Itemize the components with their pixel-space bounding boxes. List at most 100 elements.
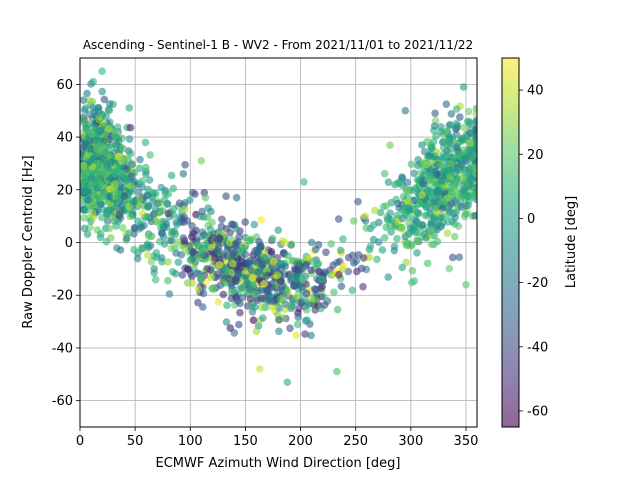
scatter-point (80, 96, 88, 104)
scatter-point (472, 170, 477, 178)
scatter-point (243, 278, 251, 287)
scatter-point (179, 170, 188, 178)
scatter-point (197, 157, 206, 165)
scatter-point (362, 224, 371, 232)
scatter-point (203, 213, 212, 222)
scatter-point (199, 303, 207, 311)
y-axis-label: Raw Doppler Centroid [Hz] (21, 155, 36, 328)
scatter-point (398, 263, 407, 272)
scatter-point (462, 180, 471, 188)
scatter-point (138, 177, 147, 185)
scatter-point (225, 275, 233, 283)
scatter-point (183, 279, 192, 287)
scatter-point (413, 176, 422, 184)
scatter-point (80, 206, 88, 214)
scatter-point (470, 184, 477, 192)
scatter-point (277, 264, 286, 273)
scatter-point (88, 155, 97, 163)
scatter-point (200, 244, 209, 253)
scatter-point (289, 299, 297, 307)
scatter-point (359, 282, 367, 291)
scatter-point (91, 180, 100, 188)
scatter-point (261, 273, 270, 281)
scatter-point (443, 211, 452, 220)
scatter-point (80, 214, 88, 222)
scatter-point (87, 174, 96, 182)
scatter-point (157, 253, 166, 262)
scatter-point (116, 246, 125, 254)
scatter-point (472, 155, 477, 163)
scatter-point (320, 301, 329, 309)
scatter-point (307, 294, 316, 303)
scatter-point (460, 123, 468, 132)
scatter-point (100, 95, 109, 104)
scatter-point (387, 228, 395, 236)
scatter-point (408, 241, 416, 249)
scatter-point (80, 164, 88, 173)
scatter-point (448, 253, 457, 262)
scatter-point (293, 320, 302, 329)
scatter-point (423, 202, 431, 211)
scatter-point (337, 282, 346, 291)
scatter-point (111, 170, 120, 178)
scatter-point (349, 217, 358, 225)
scatter-point (150, 269, 158, 277)
x-tick-label: 150 (233, 434, 258, 449)
scatter-point (437, 128, 446, 136)
scatter-point (418, 141, 426, 149)
scatter-point (307, 238, 316, 247)
scatter-point (457, 203, 466, 211)
scatter-point (439, 137, 448, 146)
scatter-point (103, 207, 111, 215)
scatter-point (98, 67, 106, 75)
scatter-point (178, 271, 187, 279)
scatter-point (218, 215, 226, 224)
scatter-point (184, 265, 192, 274)
scatter-point (186, 196, 194, 204)
scatter-point (142, 163, 150, 172)
scatter-point (472, 124, 477, 133)
scatter-point (80, 187, 88, 196)
scatter-point (438, 204, 447, 212)
scatter-point (177, 251, 186, 259)
scatter-point (245, 237, 254, 245)
colorbar-tick-label: -40 (527, 340, 548, 355)
scatter-point (443, 195, 451, 203)
scatter-point (456, 197, 465, 205)
scatter-point (330, 288, 338, 297)
scatter-point (167, 171, 176, 180)
scatter-point (254, 268, 263, 276)
scatter-point (152, 218, 161, 226)
colorbar-tick-label: -20 (527, 276, 548, 291)
scatter-point (404, 204, 413, 212)
scatter-point (126, 212, 135, 221)
scatter-point (145, 232, 153, 241)
scatter-point (465, 166, 473, 174)
scatter-point (438, 177, 446, 185)
scatter-point (201, 193, 210, 202)
scatter-point (208, 243, 216, 251)
scatter-point (159, 232, 168, 241)
scatter-point (245, 257, 254, 265)
scatter-point (144, 191, 152, 200)
scatter-point (160, 240, 169, 248)
scatter-point (157, 223, 165, 232)
scatter-point (302, 260, 311, 269)
scatter-point (128, 160, 136, 168)
scatter-point (165, 290, 174, 298)
scatter-point (169, 211, 178, 219)
scatter-point (104, 125, 113, 133)
scatter-point (348, 251, 357, 260)
scatter-point (238, 244, 247, 252)
scatter-point (175, 199, 184, 207)
scatter-point (151, 275, 160, 284)
scatter-point (141, 138, 150, 147)
scatter-point (452, 143, 461, 151)
scatter-point (430, 122, 439, 130)
scatter-point (294, 259, 302, 268)
scatter-point (268, 234, 277, 243)
scatter-point (157, 183, 165, 192)
scatter-point (81, 104, 90, 112)
scatter-point (169, 205, 178, 213)
